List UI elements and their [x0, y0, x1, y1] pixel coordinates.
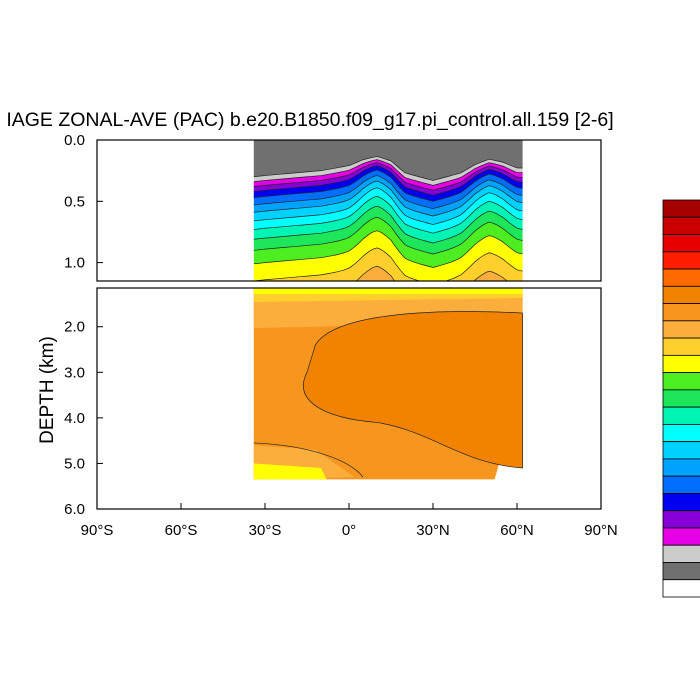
colorbar-swatch: [662, 354, 700, 374]
upper-contour-band: [253, 206, 523, 254]
colorbar-swatch: [662, 562, 700, 581]
upper-contour-line: [253, 159, 523, 186]
upper-contour-line: [355, 265, 508, 281]
colorbar-swatch: [662, 493, 700, 512]
lower-contour-line: [253, 442, 364, 478]
upper-contour-band: [253, 170, 523, 209]
upper-contour-band: [356, 266, 508, 281]
upper-contour-line: [253, 196, 523, 234]
y-tick-label: 2.0: [64, 319, 85, 336]
colorbar-swatch: [662, 372, 700, 391]
lower-contour-band: [253, 463, 327, 480]
upper-contour-band: [253, 247, 523, 281]
upper-contour-band: [253, 230, 523, 281]
colorbar-swatch: [662, 199, 700, 218]
colorbar-swatch: [662, 320, 700, 339]
upper-contour-band: [253, 196, 523, 243]
upper-contour-band: [253, 187, 523, 234]
colorbar-swatch: [662, 234, 700, 253]
colorbar-swatch: [662, 406, 700, 425]
x-tick-label: 0°: [342, 522, 356, 539]
upper-contour-line: [253, 187, 523, 225]
upper-contour-line: [253, 247, 523, 281]
colorbar-swatch: [662, 303, 700, 322]
colorbar-swatch: [662, 475, 700, 494]
colorbar-swatch: [662, 458, 700, 477]
upper-contour-line: [253, 169, 523, 202]
y-axis-label: DEPTH (km): [37, 336, 58, 444]
upper-contour-band: [253, 217, 523, 268]
lower-contour-band: [303, 311, 523, 468]
lower-contour-band: [253, 288, 523, 294]
y-tick-label: 3.0: [64, 364, 85, 381]
y-tick-label: 6.0: [64, 501, 85, 518]
x-tick-label: 90°S: [81, 522, 114, 539]
upper-contour-band: [253, 156, 523, 186]
upper-contour-line: [253, 162, 523, 191]
x-tick-label: 60°N: [500, 522, 534, 539]
colorbar-swatch: [662, 544, 700, 563]
colorbar-swatch: [662, 389, 700, 408]
upper-contour-band: [253, 159, 523, 191]
colorbar-swatch: [662, 337, 700, 356]
upper-contour-line: [253, 205, 523, 244]
lower-contour-lines: [253, 311, 523, 478]
upper-contour-band: [253, 165, 523, 202]
colorbar-swatch: [662, 285, 700, 304]
colorbar: [662, 199, 700, 598]
upper-contour-line: [253, 175, 523, 210]
y-tick-label: 4.0: [64, 410, 85, 427]
lower-contour-fill: [253, 288, 523, 480]
upper-contour-band: [253, 181, 523, 225]
colorbar-swatch: [662, 579, 700, 598]
x-tick-label: 60°S: [165, 522, 198, 539]
upper-contour-line: [253, 230, 523, 268]
colorbar-swatch: [662, 423, 700, 443]
upper-panel-frame: [96, 139, 602, 282]
upper-contour-line: [253, 216, 523, 255]
chart-title: IAGE ZONAL-AVE (PAC) b.e20.B1850.f09_g17…: [6, 109, 613, 131]
upper-contour-line: [253, 156, 523, 181]
colorbar-swatch: [662, 268, 700, 287]
y-tick-label: 1.0: [64, 255, 85, 272]
colorbar-swatch: [662, 510, 700, 529]
upper-contour-line: [253, 165, 523, 196]
x-tick-label: 90°N: [584, 522, 618, 539]
upper-contour-line: [253, 180, 523, 217]
colorbar-swatch: [662, 527, 700, 546]
lower-contour-line: [303, 311, 523, 469]
axes: 90°S 60°S 30°S 0° 30°N 60°N 90°N 0.0 0.5 1.0 2.0 3.…: [64, 132, 618, 539]
colorbar-swatch: [662, 441, 700, 460]
x-tick-label: 30°S: [249, 522, 282, 539]
y-tick-label: 0.0: [64, 132, 85, 149]
lower-panel: [96, 287, 602, 510]
upper-contour-lines: [253, 156, 523, 281]
y-tick-label: 0.5: [64, 193, 85, 210]
x-tick-label: 30°N: [416, 522, 450, 539]
colorbar-swatch: [662, 216, 700, 235]
upper-contour-band: [253, 162, 523, 196]
upper-panel: [96, 139, 602, 282]
colorbar-swatch: [662, 251, 700, 270]
y-tick-label: 5.0: [64, 455, 85, 472]
